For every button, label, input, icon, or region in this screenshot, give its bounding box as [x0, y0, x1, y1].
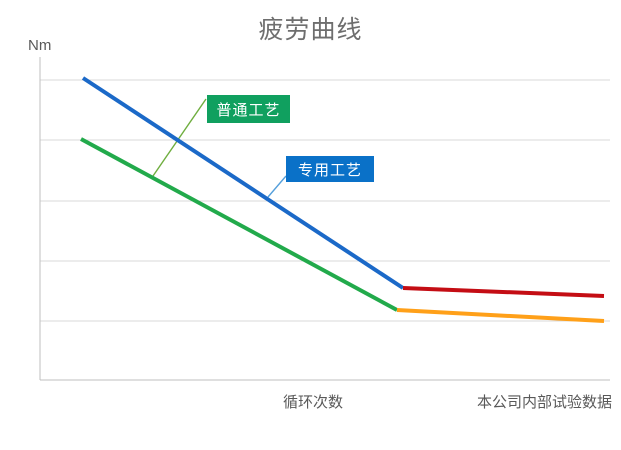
series-special-steep-line [81, 76, 405, 290]
source-note-label: 本公司内部试验数据 [476, 394, 612, 411]
y-axis-unit-label: Nm [28, 37, 52, 54]
special-process-callout: 专用工艺 [286, 156, 374, 182]
ordinary-callout-leader-line [152, 98, 207, 177]
chart-title: 疲劳曲线 [258, 16, 363, 44]
x-axis-title: 循环次数 [282, 394, 343, 411]
series-ordinary-flat-line [396, 308, 605, 323]
ordinary-process-callout: 普通工艺 [207, 95, 290, 123]
series-ordinary-steep-line [80, 137, 398, 312]
special-callout-leader-line [267, 175, 287, 198]
series-special-flat-line [402, 286, 605, 298]
gridlines [40, 79, 610, 322]
